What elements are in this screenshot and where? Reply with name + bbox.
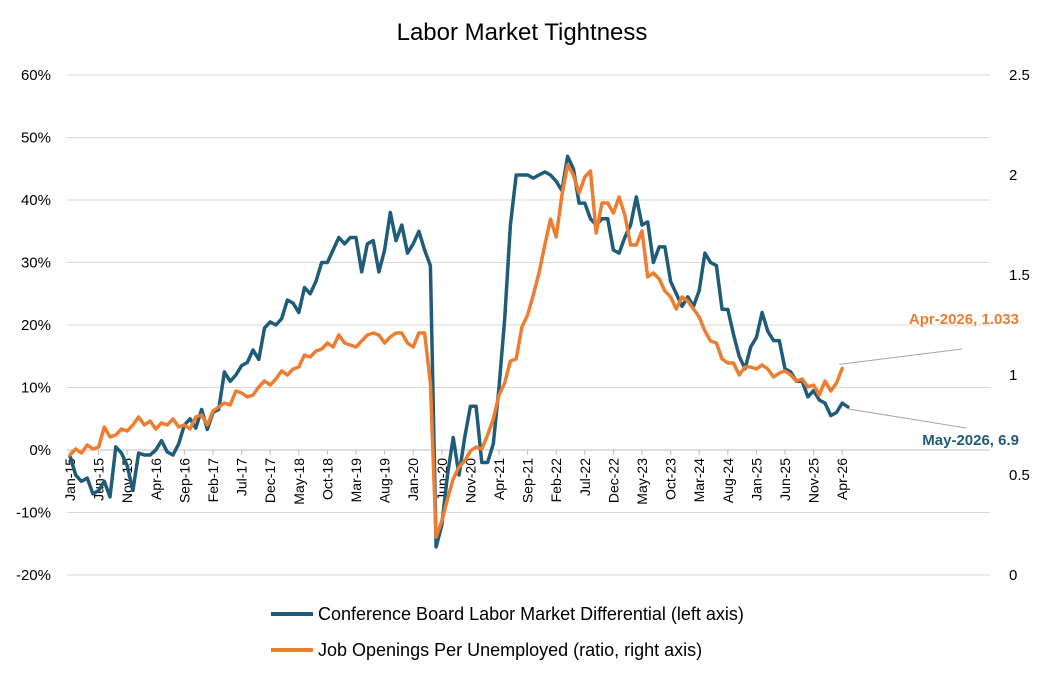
x-tick-label: Jan-20	[405, 458, 421, 501]
y-right-tick-label: 0.5	[1009, 467, 1030, 484]
x-tick-label: Aug-19	[377, 458, 393, 503]
y-left-tick-label: -10%	[16, 505, 51, 522]
series-lines	[68, 154, 850, 549]
x-tick-label: Oct-23	[663, 458, 679, 500]
x-tick-label: Aug-24	[720, 458, 736, 503]
y-axis-left: -20% -10% 0% 10% 20% 30% 40% 50% 60%	[16, 67, 51, 584]
y-left-tick-label: -20%	[16, 567, 51, 584]
y-left-tick-label: 50%	[21, 130, 51, 147]
x-tick-label: Sep-21	[520, 458, 536, 503]
x-tick-label: Jun-15	[91, 458, 107, 501]
x-tick-label: Jan-25	[748, 458, 764, 501]
y-left-tick-label: 0%	[29, 442, 51, 459]
x-tick-label: May-18	[291, 458, 307, 505]
annotations: Apr-2026, 1.033 May-2026, 6.9	[839, 311, 1019, 449]
y-axis-right: 0 0.5 1 1.5 2 2.5	[1009, 67, 1030, 584]
legend-label-differential: Conference Board Labor Market Differenti…	[318, 604, 744, 624]
annotation-differential: May-2026, 6.9	[922, 432, 1019, 449]
y-left-tick-label: 10%	[21, 380, 51, 397]
x-tick-label: Sep-16	[176, 458, 192, 503]
x-tick-label: Jul-17	[234, 458, 250, 496]
y-right-tick-label: 0	[1009, 567, 1017, 584]
x-tick-label: Nov-15	[119, 458, 135, 503]
annotation-leader-differential	[847, 408, 967, 429]
legend-label-job-openings: Job Openings Per Unemployed (ratio, righ…	[318, 640, 702, 660]
y-right-tick-label: 1.5	[1009, 267, 1030, 284]
y-right-tick-label: 2.5	[1009, 67, 1030, 84]
x-tick-label: Apr-26	[834, 458, 850, 500]
legend: Conference Board Labor Market Differenti…	[271, 604, 744, 660]
annotation-leader-job-openings	[839, 348, 963, 365]
y-left-tick-label: 40%	[21, 192, 51, 209]
x-tick-label: Mar-19	[348, 458, 364, 503]
x-tick-label: Mar-24	[691, 458, 707, 503]
x-tick-label: Nov-20	[462, 458, 478, 503]
x-tick-label: Dec-17	[262, 458, 278, 503]
x-tick-label: Oct-18	[319, 458, 335, 500]
series-line-job-openings	[68, 163, 844, 539]
x-axis: Jan-15 Jun-15 Nov-15 Apr-16 Sep-16 Feb-17 Jul-…	[62, 449, 990, 505]
y-left-tick-label: 30%	[21, 255, 51, 272]
chart-title: Labor Market Tightness	[397, 19, 648, 46]
y-left-tick-label: 60%	[21, 67, 51, 84]
y-left-tick-label: 20%	[21, 317, 51, 334]
x-tick-label: Jan-15	[62, 458, 78, 501]
x-tick-label: Apr-16	[148, 458, 164, 500]
x-tick-label: Apr-21	[491, 458, 507, 500]
y-right-tick-label: 1	[1009, 367, 1017, 384]
x-tick-label: Jun-25	[777, 458, 793, 501]
x-tick-label: May-23	[634, 458, 650, 505]
annotation-job-openings: Apr-2026, 1.033	[909, 311, 1019, 328]
y-right-tick-label: 2	[1009, 167, 1017, 184]
x-tick-label: Feb-17	[205, 458, 221, 503]
x-tick-label: Nov-25	[806, 458, 822, 503]
x-tick-label: Feb-22	[548, 458, 564, 503]
x-tick-label: Dec-22	[605, 458, 621, 503]
x-tick-label: Jul-22	[577, 458, 593, 496]
